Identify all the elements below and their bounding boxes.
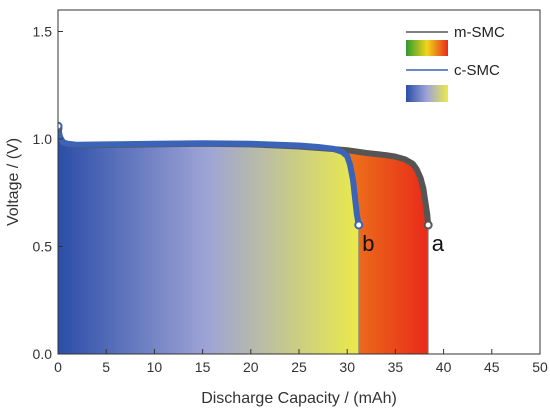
line-c-smc — [58, 123, 362, 228]
y-tick-label: 1.0 — [33, 131, 53, 147]
x-tick-label: 25 — [291, 359, 307, 375]
y-tick-label: 1.5 — [33, 24, 53, 40]
marker-m-smc — [423, 220, 433, 230]
legend: m-SMC c-SMC — [406, 24, 505, 102]
area-fills — [58, 126, 429, 354]
legend-swatch-c-smc — [406, 85, 448, 102]
x-tick-label: 50 — [532, 359, 548, 375]
annotation-a: a — [432, 231, 445, 256]
x-tick-label: 30 — [339, 359, 355, 375]
marker-c-smc — [58, 121, 63, 131]
x-axis-title: Discharge Capacity / (mAh) — [201, 390, 397, 407]
x-tick-label: 35 — [388, 359, 404, 375]
y-axis-ticks: 0.0 0.5 1.0 1.5 — [33, 24, 63, 362]
x-tick-label: 0 — [54, 359, 62, 375]
y-tick-label: 0.0 — [33, 346, 53, 362]
x-tick-label: 20 — [243, 359, 259, 375]
legend-label-m-smc: m-SMC — [454, 24, 505, 41]
legend-swatch-m-smc — [406, 40, 448, 56]
y-axis-title: Voltage / (V) — [5, 138, 22, 226]
marker-c-smc — [354, 220, 364, 230]
x-tick-label: 15 — [195, 359, 211, 375]
y-tick-label: 0.5 — [33, 239, 53, 255]
annotation-b: b — [362, 231, 374, 256]
x-tick-label: 5 — [102, 359, 110, 375]
series-lines — [58, 121, 433, 230]
x-tick-label: 40 — [436, 359, 452, 375]
x-axis-ticks: 0 5 10 15 20 25 30 35 40 45 50 — [54, 349, 548, 375]
x-tick-label: 45 — [484, 359, 500, 375]
x-tick-label: 10 — [147, 359, 163, 375]
area-c-smc — [58, 126, 359, 354]
legend-label-c-smc: c-SMC — [454, 62, 500, 79]
